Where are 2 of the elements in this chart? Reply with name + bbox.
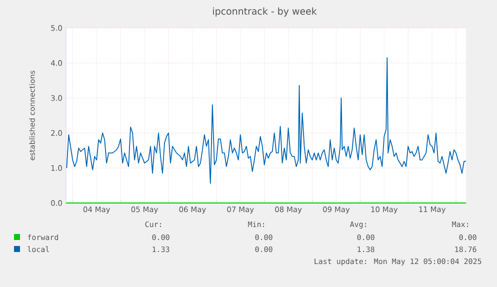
chart-title: ipconntrack - by week (213, 7, 317, 17)
line-series (66, 57, 466, 184)
